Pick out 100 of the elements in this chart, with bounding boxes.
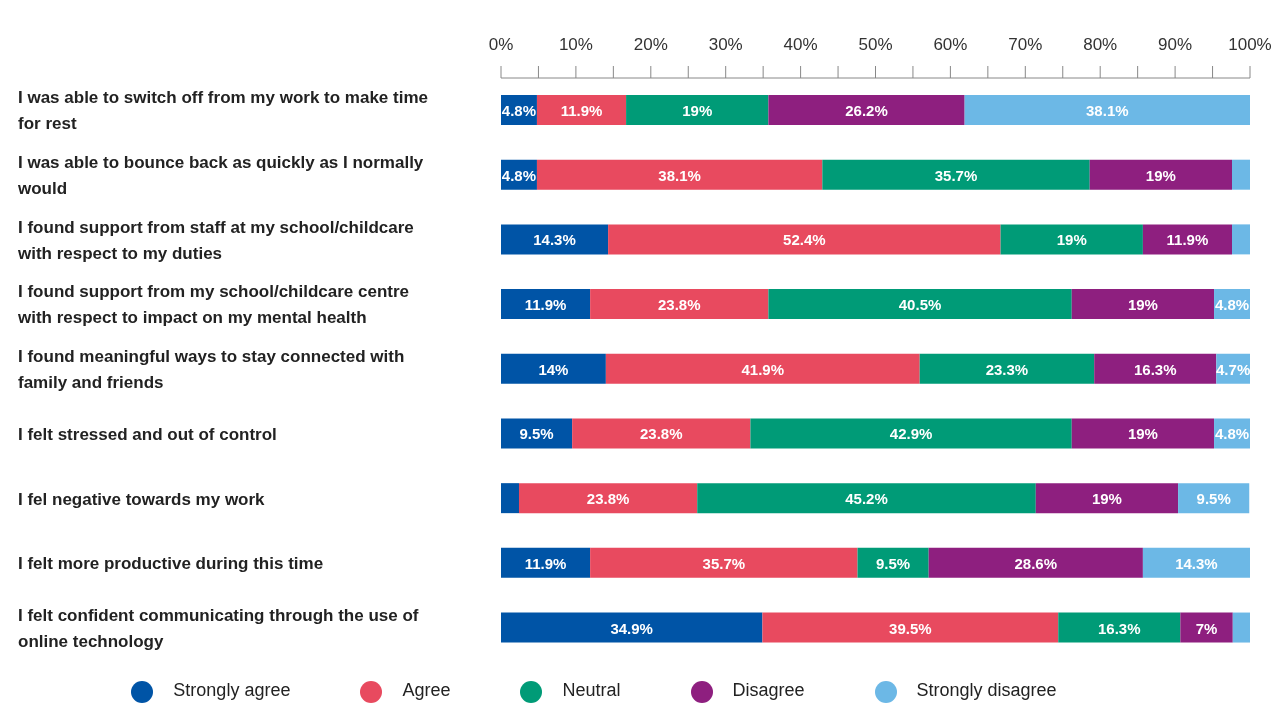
data-label: 14.3% <box>533 231 576 249</box>
data-label: 4.8% <box>1214 296 1250 314</box>
x-tick-label: 0% <box>488 35 514 54</box>
data-label: 52.4% <box>783 231 826 249</box>
data-label: 38.1% <box>658 166 701 184</box>
data-label: 9.5% <box>519 425 554 443</box>
data-label: 40.5% <box>898 296 942 314</box>
bar <box>768 95 965 125</box>
data-label: 4.7% <box>1216 360 1251 378</box>
data-label: 23.8% <box>657 296 701 314</box>
x-tick-label: 20% <box>633 35 668 54</box>
bar <box>1142 547 1250 578</box>
data-label: 14% <box>538 360 569 378</box>
bar <box>1089 159 1233 190</box>
data-label: 26.2% <box>845 102 888 119</box>
bar <box>919 353 1095 384</box>
bar <box>1000 224 1143 255</box>
data-label: 11.9% <box>524 296 567 314</box>
legend-label: Strongly disagree <box>916 680 1057 701</box>
data-label: 45.2% <box>845 490 888 508</box>
bar <box>572 418 751 449</box>
data-label: 35.7% <box>934 166 978 184</box>
data-label: 19% <box>1127 425 1158 443</box>
data-label: 23.8% <box>586 490 630 508</box>
data-label: 4.8% <box>1214 425 1250 443</box>
data-label: 14.3% <box>1175 554 1218 572</box>
data-label: 9.5% <box>876 554 911 572</box>
bar <box>1232 159 1250 190</box>
data-label: 9.5% <box>1196 490 1231 508</box>
bar <box>608 224 1001 255</box>
data-label: 7% <box>1195 619 1218 637</box>
y-tick-label: I fel negative towards my work <box>18 489 266 509</box>
bar <box>501 289 591 320</box>
data-label: 4.8% <box>501 166 537 184</box>
data-label: 16.3% <box>1098 619 1141 637</box>
bar <box>1232 612 1250 643</box>
data-label: 4.8% <box>501 102 537 119</box>
bar <box>518 483 698 514</box>
data-label: 41.9% <box>741 360 785 378</box>
x-tick-label: 80% <box>1083 35 1118 54</box>
y-tick-label: I felt confident communicating through the use of online technology <box>18 605 419 651</box>
y-tick-label: I was able to switch off from my work to make time for rest <box>18 88 428 134</box>
y-tick-label: I was able to bounce back as quickly as I normally would <box>17 153 424 199</box>
data-label: 19% <box>1127 296 1158 314</box>
data-label: 35.7% <box>702 554 746 572</box>
bar <box>590 289 769 320</box>
x-tick-label: 90% <box>1158 35 1193 54</box>
data-label: 11.9% <box>560 102 603 119</box>
bar <box>964 95 1250 125</box>
data-label: 42.9% <box>889 425 933 443</box>
bar <box>501 612 763 643</box>
x-tick-label: 30% <box>708 35 743 54</box>
bar <box>762 612 1059 643</box>
bar <box>501 547 591 578</box>
data-label: 16.3% <box>1133 360 1177 378</box>
bar <box>697 483 1036 514</box>
legend-label: Disagree <box>732 680 805 701</box>
data-label: 23.8% <box>640 425 683 443</box>
bar <box>1180 612 1233 643</box>
x-tick-label: 70% <box>1008 35 1043 54</box>
x-tick-label: 60% <box>933 35 968 54</box>
y-tick-label: I found support from staff at my school/childcare with respect to my duties <box>17 217 414 263</box>
data-label: 28.6% <box>1014 554 1058 572</box>
data-label: 19% <box>1145 166 1176 184</box>
bar <box>1094 353 1217 384</box>
bar <box>822 159 1090 190</box>
bar <box>1142 224 1233 255</box>
bar <box>1035 483 1179 514</box>
legend-label: Agree <box>402 680 451 701</box>
x-tick-label: 10% <box>558 35 593 54</box>
bar <box>501 483 519 514</box>
data-label: 23.3% <box>985 360 1029 378</box>
bar <box>928 547 1143 578</box>
bar <box>605 353 920 384</box>
data-label: 19% <box>1091 490 1122 508</box>
y-tick-label: I found support from my school/childcare centre with respect to impact on my mental health <box>17 282 410 328</box>
bar <box>1232 224 1250 255</box>
bar <box>1058 612 1181 643</box>
bar <box>1071 418 1215 449</box>
data-label: 19% <box>1056 231 1087 249</box>
data-label: 39.5% <box>889 619 932 637</box>
data-label: 11.9% <box>524 554 567 572</box>
bar <box>750 418 1072 449</box>
bar <box>501 224 609 255</box>
x-tick-label: 50% <box>858 35 893 54</box>
legend-label: Neutral <box>562 680 621 701</box>
y-tick-label: I found meaningful ways to stay connected with family and friends <box>18 347 405 393</box>
bar <box>536 95 627 125</box>
bar <box>501 353 606 384</box>
x-tick-label: 100% <box>1228 35 1272 54</box>
y-tick-label: I felt more productive during this time <box>18 554 324 574</box>
legend-label: Strongly agree <box>173 680 291 701</box>
data-label: 34.9% <box>610 619 653 637</box>
bar <box>590 547 858 578</box>
bar <box>768 289 1072 320</box>
x-tick-label: 40% <box>783 35 818 54</box>
data-label: 11.9% <box>1166 231 1209 249</box>
data-label: 38.1% <box>1086 102 1129 119</box>
bar <box>1071 289 1215 320</box>
data-label: 19% <box>682 102 713 119</box>
